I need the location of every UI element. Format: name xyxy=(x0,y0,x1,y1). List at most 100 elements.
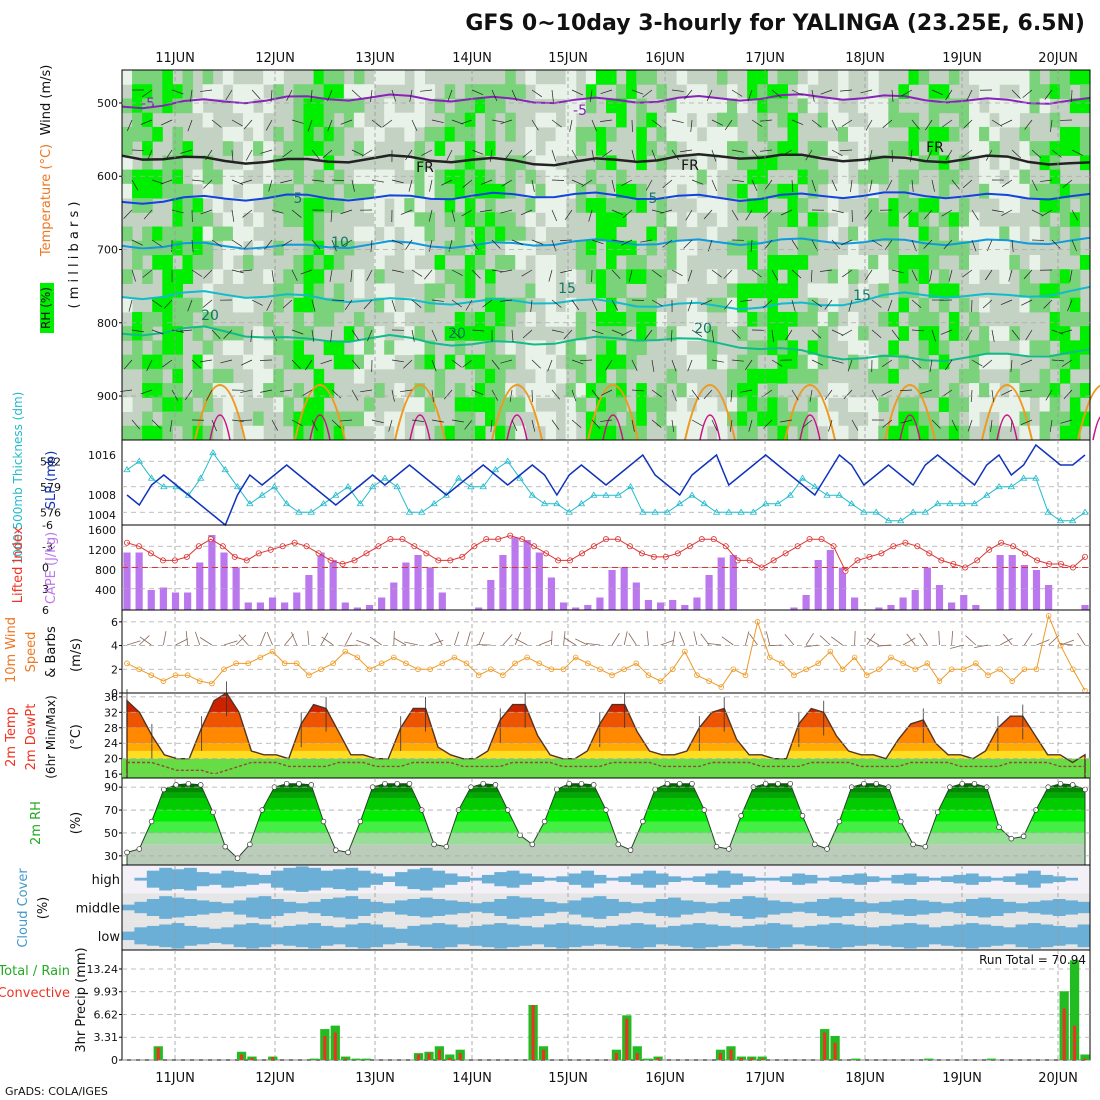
wind-barb xyxy=(266,631,273,646)
rh-cell xyxy=(192,240,204,256)
rh-cell xyxy=(797,98,809,114)
rh-cell xyxy=(273,198,284,213)
rh-cell xyxy=(938,126,950,142)
rh-cell xyxy=(1059,326,1071,341)
rh-cell xyxy=(182,141,194,156)
rh-cell xyxy=(797,255,809,270)
cloud-cell xyxy=(283,901,297,914)
wind-barb xyxy=(920,389,933,394)
rh-cell xyxy=(1059,183,1071,199)
rh-cell xyxy=(485,283,496,299)
wind-barb xyxy=(804,644,819,648)
rh-cell xyxy=(404,183,415,199)
wind10m-axis-label: 10m Wind xyxy=(4,617,19,683)
wind-barb xyxy=(909,149,913,162)
rh-cell xyxy=(323,126,335,142)
cloud-cell xyxy=(717,870,731,888)
rh-cell xyxy=(172,354,183,370)
rh-cell xyxy=(364,340,375,356)
rh-cell xyxy=(485,226,496,242)
wind-barb xyxy=(502,634,513,646)
rh-cell xyxy=(878,226,889,242)
rh-cell xyxy=(384,183,395,199)
wind-barb xyxy=(631,149,636,162)
cloud-cell xyxy=(928,901,942,914)
rh-cell xyxy=(464,155,476,171)
rh-cell xyxy=(646,141,657,156)
cloud-cell xyxy=(531,876,545,882)
rh-cell xyxy=(1009,368,1020,384)
rh-cell xyxy=(404,212,415,228)
cape-bar xyxy=(1032,570,1041,610)
rh-cell xyxy=(616,283,627,299)
rh-cell xyxy=(303,98,315,114)
wind-barb xyxy=(291,119,304,124)
wind-barb xyxy=(748,419,753,432)
rh-cell xyxy=(545,354,557,370)
wind-barb xyxy=(404,239,413,251)
rh-cell xyxy=(464,425,476,441)
rh-cell xyxy=(202,212,214,228)
cape-bar xyxy=(487,580,495,610)
rh-cell xyxy=(656,198,667,213)
wind-barb xyxy=(711,419,718,431)
cape-bar xyxy=(281,602,289,610)
rh-point xyxy=(296,780,302,787)
rh-cell xyxy=(827,269,839,284)
rh-cell xyxy=(444,198,456,213)
rh-cell xyxy=(343,183,355,199)
wind-barb xyxy=(711,149,717,162)
wind-barb xyxy=(631,119,633,133)
rh-point xyxy=(824,846,830,852)
rh-cell xyxy=(474,397,486,413)
rh-cell xyxy=(807,70,819,85)
cloud-cell xyxy=(903,873,917,885)
rh-cell xyxy=(464,255,476,270)
rh-point xyxy=(124,849,130,856)
rh-cell xyxy=(152,425,163,441)
rh-cell xyxy=(706,397,718,413)
wind-barb xyxy=(454,631,460,646)
rh-cell xyxy=(787,141,799,156)
rh-cell xyxy=(202,169,214,185)
rh-point xyxy=(836,818,843,825)
y-tick-label: 0 xyxy=(111,687,118,700)
wind-barb xyxy=(850,179,853,192)
rh-cell xyxy=(202,226,214,242)
wind-barb xyxy=(382,119,393,128)
cape-bar xyxy=(123,552,131,610)
cape-bar xyxy=(329,560,337,610)
rh-cell xyxy=(999,226,1010,242)
rh-cell xyxy=(424,354,436,370)
wind-barb xyxy=(931,179,935,192)
cloud-cell xyxy=(990,899,1004,916)
rh-cell xyxy=(747,368,758,384)
rh-cell xyxy=(727,183,738,199)
wind-barb xyxy=(871,329,882,339)
rh-cell xyxy=(918,297,930,313)
rh-cell xyxy=(686,326,698,341)
precip-convective-bar xyxy=(823,1032,827,1060)
rh-cell xyxy=(535,198,546,213)
rh-cell xyxy=(737,283,748,299)
rh-cell xyxy=(283,411,294,427)
rh-cell xyxy=(1079,70,1091,85)
rh-point xyxy=(222,843,229,850)
rh-band xyxy=(127,844,1085,865)
rh-cell xyxy=(1009,112,1020,128)
rh-cell xyxy=(686,311,698,327)
rh-cell xyxy=(807,155,819,171)
cloud-cell xyxy=(717,901,731,914)
rh-cell xyxy=(585,70,597,85)
rh-cell xyxy=(122,70,133,85)
rh-cell xyxy=(444,84,456,99)
rh-cell xyxy=(323,141,335,156)
rh-cell xyxy=(545,255,557,270)
cape-bar xyxy=(911,590,919,610)
y-tick-label: 3 xyxy=(42,583,49,596)
rh-cell xyxy=(313,397,325,413)
day-label-top: 14JUN xyxy=(452,51,492,66)
rh-cell xyxy=(1009,169,1020,185)
wind-barb xyxy=(771,359,783,367)
rh-cell xyxy=(273,183,284,199)
